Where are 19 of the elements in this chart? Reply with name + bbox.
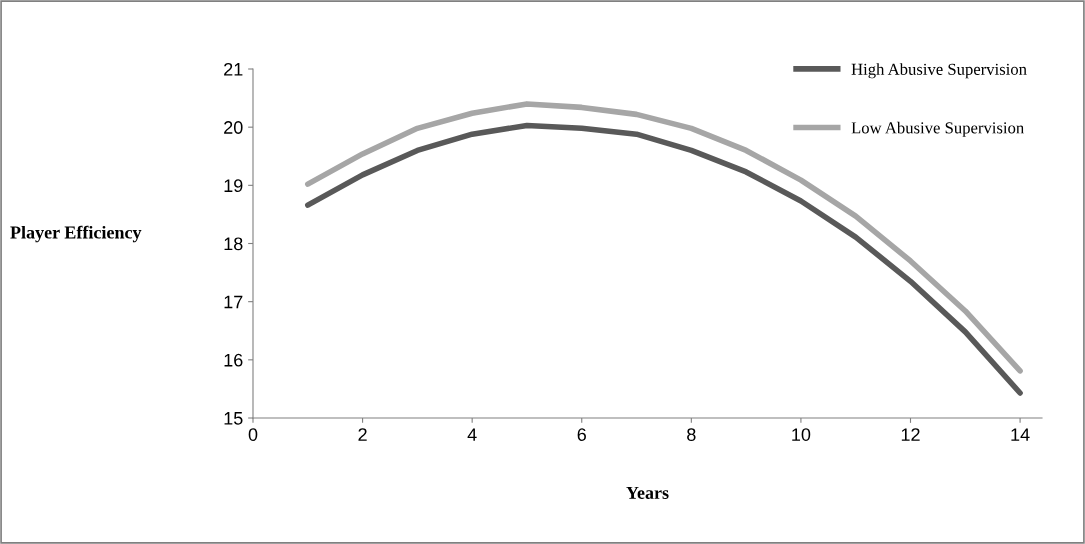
x-tick-label: 2 bbox=[358, 428, 367, 441]
y-axis-title: Player Efficiency bbox=[10, 225, 142, 243]
x-axis-title: Years bbox=[626, 486, 669, 499]
x-tick-label: 6 bbox=[577, 428, 586, 441]
y-tick-label: 17 bbox=[224, 295, 243, 309]
legend-label: High Abusive Supervision bbox=[851, 63, 1027, 79]
y-tick-label: 15 bbox=[224, 412, 243, 425]
x-tick-label: 0 bbox=[248, 428, 258, 441]
y-tick-label: 21 bbox=[224, 62, 243, 76]
x-tick-label: 14 bbox=[1011, 428, 1030, 441]
y-tick-label: 16 bbox=[224, 353, 243, 367]
y-tick-label: 19 bbox=[224, 179, 243, 193]
y-tick-label: 18 bbox=[224, 237, 243, 251]
x-tick-label: 12 bbox=[901, 428, 920, 441]
x-tick-label: 4 bbox=[467, 428, 477, 441]
x-tick-label: 8 bbox=[687, 428, 696, 441]
x-tick-label: 10 bbox=[792, 428, 811, 441]
y-tick-label: 20 bbox=[224, 121, 243, 134]
legend-label: Low Abusive Supervision bbox=[851, 121, 1024, 137]
